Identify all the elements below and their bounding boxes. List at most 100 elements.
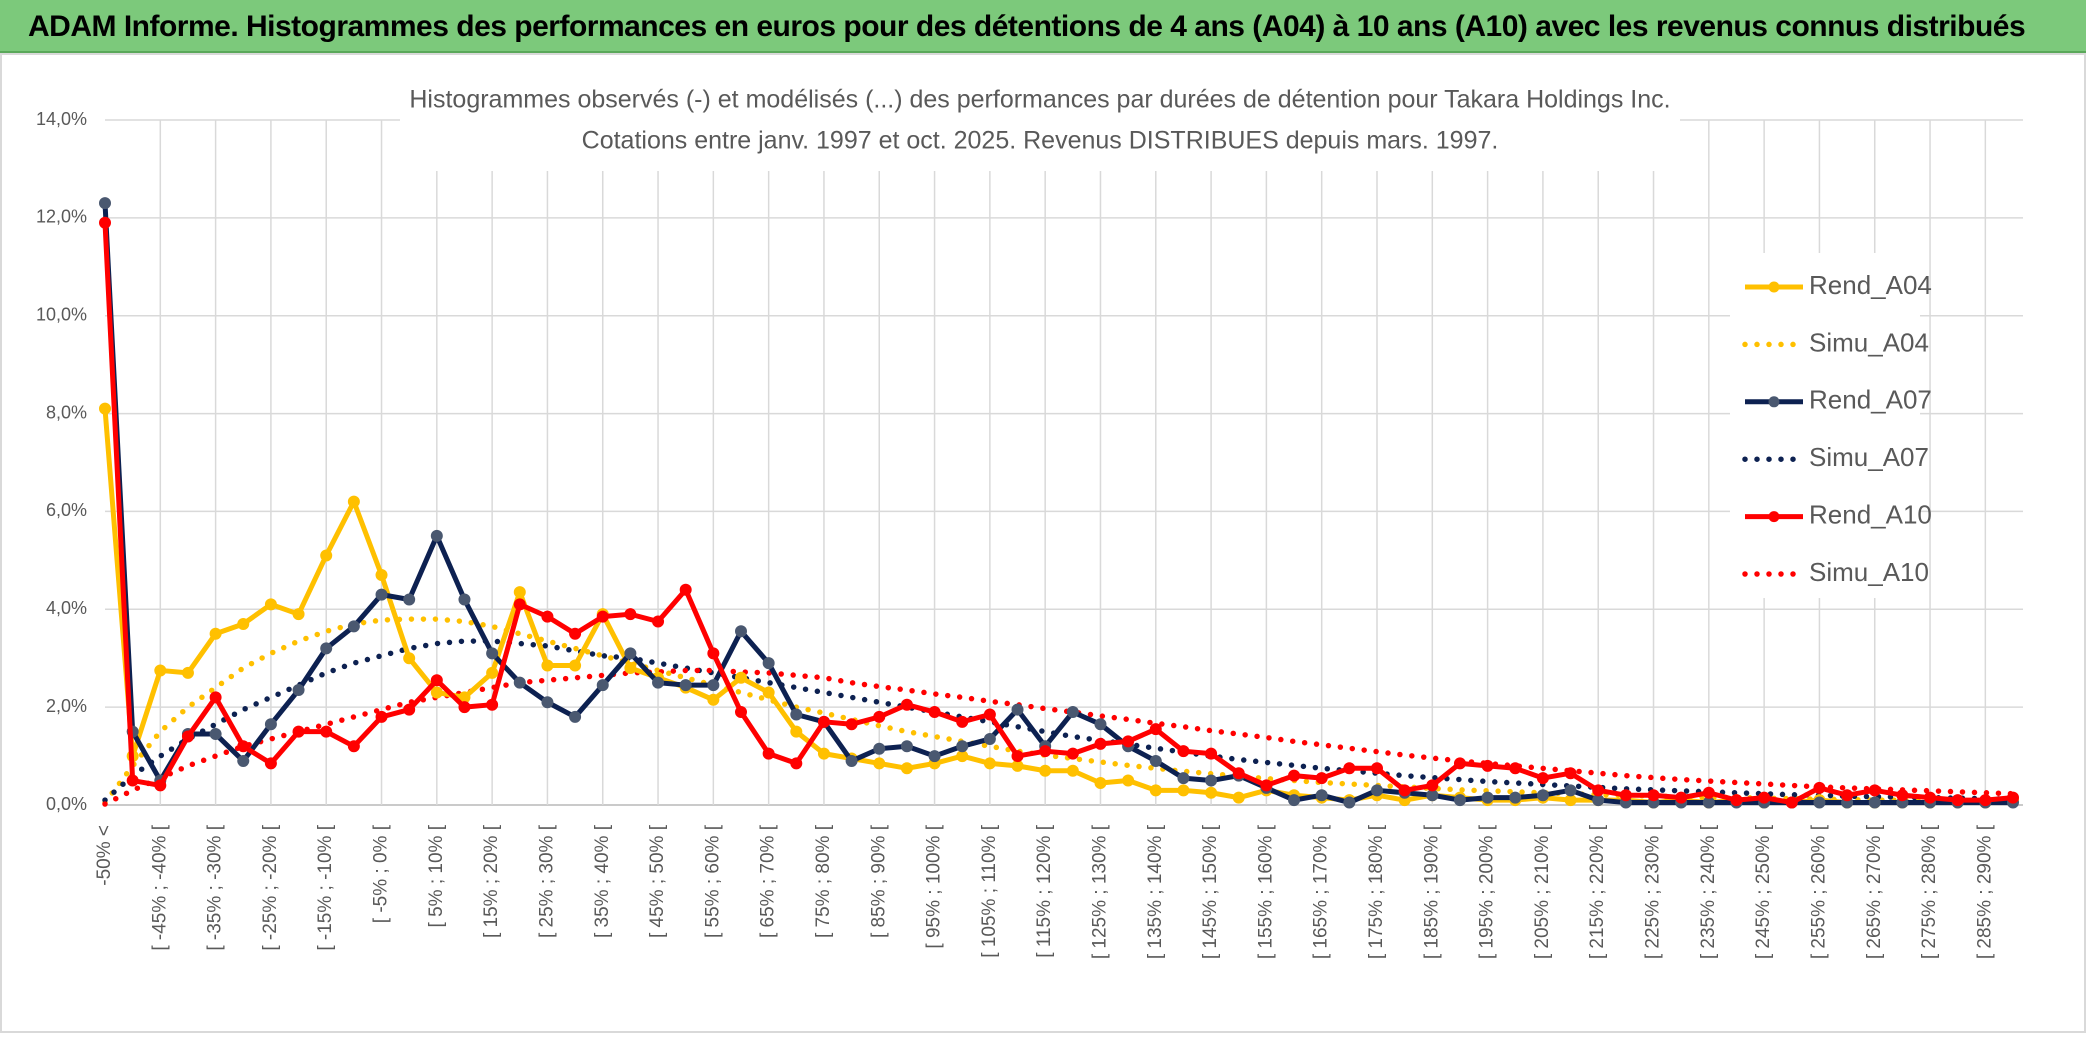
data-point: [181, 730, 194, 743]
data-point: [541, 696, 554, 709]
y-tick-label: 10,0%: [36, 304, 87, 324]
chart-border: [0, 53, 2086, 1033]
data-point: [99, 216, 111, 229]
legend: Rend_A04 Simu_A04 Rend_A07 Simu_A07 Rend_A10…: [1730, 253, 1932, 598]
x-tick-label: [ 265% ; 270% [: [1864, 824, 1885, 959]
y-tick-label: 6,0%: [46, 500, 87, 520]
x-tick-label: [ -15% ; -10% [: [315, 824, 336, 950]
data-point: [1453, 757, 1466, 770]
y-tick-label: 0,0%: [46, 794, 87, 814]
x-tick-label: [ 235% ; 240% [: [1698, 824, 1719, 959]
x-tick-label: [ 65% ; 70% [: [758, 824, 779, 938]
data-point: [1564, 767, 1577, 780]
data-point: [1343, 762, 1356, 775]
y-tick-label: 12,0%: [36, 207, 87, 227]
x-tick-label: [ 15% ; 20% [: [481, 824, 502, 938]
data-point: [209, 627, 222, 640]
data-point: [1758, 791, 1771, 804]
chart: Histogrammes observés (-) et modélisés (…: [0, 53, 2086, 1033]
data-point: [1868, 796, 1881, 809]
x-tick-label: [ 35% ; 40% [: [592, 824, 613, 938]
data-point: [541, 610, 554, 623]
data-point: [430, 674, 443, 687]
x-tick-label: [ 155% ; 160% [: [1255, 824, 1276, 959]
data-point: [983, 757, 996, 770]
data-point: [845, 718, 858, 731]
x-tick-label: [ 165% ; 170% [: [1311, 824, 1332, 959]
data-point: [624, 647, 637, 660]
data-point: [596, 679, 609, 692]
data-point: [430, 686, 443, 699]
x-tick-label: [ 85% ; 90% [: [868, 824, 889, 938]
x-tick-label: [ -45% ; -40% [: [149, 824, 170, 950]
x-tick-label: [ 95% ; 100% [: [924, 824, 945, 948]
data-point: [347, 740, 360, 753]
data-point: [1232, 767, 1245, 780]
data-point: [790, 708, 803, 721]
legend-backdrop: [1730, 253, 1920, 598]
chart-title: Histogrammes observés (-) et modélisés (…: [409, 86, 1670, 114]
data-point: [735, 625, 747, 638]
legend-label: Rend_A10: [1809, 499, 1932, 529]
data-point: [1675, 791, 1688, 804]
data-point: [1481, 791, 1494, 804]
data-point: [624, 608, 637, 621]
data-point: [1177, 784, 1190, 797]
data-point: [1536, 789, 1549, 802]
x-tick-label: [ 135% ; 140% [: [1145, 824, 1166, 959]
data-point: [900, 740, 913, 753]
data-point: [1951, 794, 1964, 807]
data-point: [292, 684, 305, 697]
legend-marker: [1768, 396, 1780, 408]
data-point: [458, 593, 471, 606]
data-point: [541, 659, 554, 672]
data-point: [209, 691, 222, 704]
x-tick-label: [ 205% ; 210% [: [1532, 824, 1553, 959]
data-point: [707, 693, 720, 706]
data-point: [1896, 789, 1909, 802]
data-point: [1343, 796, 1356, 809]
data-point: [1619, 789, 1632, 802]
x-tick-label: [ 175% ; 180% [: [1366, 824, 1387, 959]
data-point: [347, 495, 360, 508]
x-tick-label: [ 215% ; 220% [: [1587, 824, 1608, 959]
data-point: [264, 598, 277, 611]
data-point: [292, 608, 305, 621]
data-point: [873, 710, 886, 723]
data-point: [1536, 772, 1549, 785]
data-point: [1260, 779, 1273, 792]
title-backdrop: [400, 81, 1680, 171]
data-point: [513, 598, 526, 611]
data-point: [1011, 750, 1024, 763]
data-point: [1039, 764, 1052, 777]
data-point: [513, 586, 526, 599]
data-point: [735, 671, 747, 684]
data-point: [1205, 747, 1218, 760]
data-point: [209, 728, 222, 741]
series-line: [102, 616, 2016, 806]
data-point: [983, 732, 996, 745]
data-point: [762, 747, 775, 760]
data-point: [320, 725, 333, 738]
plot: 0,0% 2,0% 4,0% 6,0% 8,0% 10,0% 12,0% 14,0% -50% …: [36, 109, 2019, 959]
data-point: [983, 708, 996, 721]
data-point: [237, 754, 250, 767]
data-point: [569, 659, 582, 672]
y-tick-label: 8,0%: [46, 402, 87, 422]
x-tick-label: [ 285% ; 290% [: [1974, 824, 1995, 959]
data-point: [817, 715, 830, 728]
data-point: [264, 757, 277, 770]
data-point: [1149, 754, 1162, 767]
data-point: [790, 725, 803, 738]
data-point: [513, 676, 526, 689]
legend-label: Simu_A07: [1809, 442, 1929, 472]
data-point: [375, 710, 388, 723]
data-point: [1066, 706, 1079, 719]
data-point: [1426, 779, 1439, 792]
x-tick-label: [ -35% ; -30% [: [205, 824, 226, 950]
chart-subtitle: Cotations entre janv. 1997 et oct. 2025.…: [582, 127, 1499, 155]
data-point: [237, 617, 250, 630]
data-point: [154, 664, 167, 677]
data-point: [679, 583, 692, 596]
